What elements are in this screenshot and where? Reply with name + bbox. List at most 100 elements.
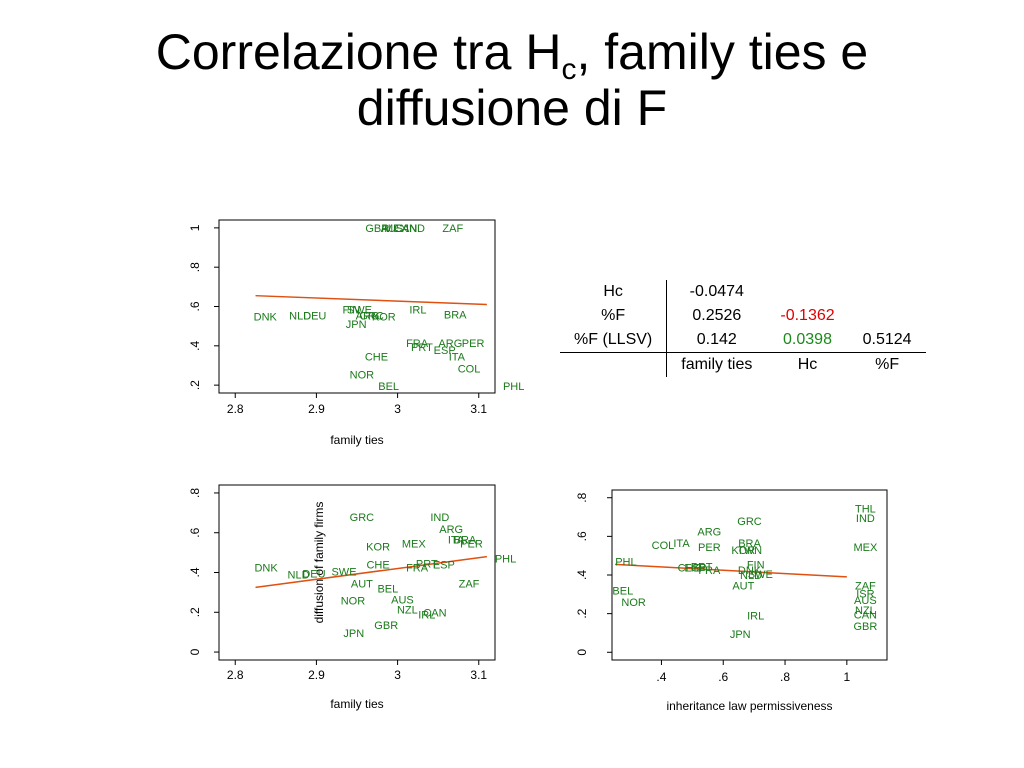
x-tick-label: 1	[843, 670, 850, 684]
data-point-label: CHE	[678, 562, 701, 574]
data-point-label: BRA	[444, 309, 467, 321]
data-point-label: DNK	[254, 311, 278, 323]
data-point-label: SWE	[748, 569, 773, 581]
data-point-label: NZL	[855, 605, 876, 617]
data-point-label: ZAF	[442, 223, 463, 235]
data-point-label: FIN	[747, 559, 765, 571]
table-cell: 0.5124	[862, 331, 912, 348]
data-point-label: KOR	[372, 312, 396, 324]
data-point-label: GBR	[374, 620, 398, 632]
data-point-label: BEL	[378, 381, 399, 393]
data-point-label: CAN	[394, 223, 417, 235]
row-label: %F (LLSV)	[560, 328, 668, 353]
y-tick-label: .4	[188, 567, 202, 577]
data-point-label: FIN	[342, 304, 360, 316]
fit-line	[615, 563, 847, 578]
y-tick-label: .8	[188, 262, 202, 272]
x-tick-label: 3	[394, 668, 401, 682]
y-tick-label: 1	[188, 224, 202, 231]
data-point-label: DNK	[738, 565, 762, 577]
fit-line	[255, 555, 487, 589]
data-point-label: AUS	[391, 594, 414, 606]
data-point-label: ISR	[856, 588, 874, 600]
data-point-label: JPN	[346, 319, 367, 331]
data-point-label: NOR	[621, 597, 646, 609]
data-point-label: BEL	[612, 585, 633, 597]
data-point-label: NZL	[397, 604, 418, 616]
data-point-label: ZAF	[855, 581, 876, 593]
x-tick-label: 2.8	[227, 668, 244, 682]
data-point-label: FRA	[698, 565, 721, 577]
data-point-label: MEX	[384, 223, 409, 235]
data-point-label: CAN	[423, 607, 446, 619]
y-tick-label: 0	[188, 648, 202, 655]
table-cell	[849, 280, 926, 304]
data-point-label: DNK	[254, 563, 278, 575]
title-subscript: c	[561, 53, 577, 86]
data-point-label: CHE	[365, 352, 388, 364]
data-point-label: PRT	[416, 559, 438, 571]
table-cell: 0.142	[696, 331, 737, 348]
y-tick-label: .6	[188, 301, 202, 311]
table-cell-negative: -0.1362	[780, 307, 835, 324]
data-point-label: IND	[406, 223, 425, 235]
slide-title: Correlazione tra Hc, family ties e diffu…	[0, 24, 1024, 136]
data-point-label: GBR	[853, 621, 877, 633]
x-tick-label: 3	[394, 402, 401, 416]
title-text-post: , family ties e	[576, 24, 869, 80]
slide-title-line-1: Correlazione tra Hc, family ties e	[0, 24, 1024, 85]
data-point-label: ESP	[434, 345, 456, 357]
column-header: Hc	[766, 352, 849, 377]
data-point-label: COL	[458, 363, 481, 375]
data-point-label: KOR	[731, 545, 755, 557]
data-point-label: BRA	[738, 538, 761, 550]
data-point-label: PRT	[691, 561, 713, 573]
data-point-label: DEU	[303, 310, 326, 322]
data-point-label: MEX	[853, 542, 878, 554]
plot-frame	[218, 484, 496, 661]
data-point-label: TWN	[737, 545, 762, 557]
correlation-table: Hc -0.0474 %F 0.2526 -0.1362 %F (LLSV) 0…	[560, 280, 926, 377]
data-point-label: AUT	[351, 578, 373, 590]
y-tick-label: .6	[188, 527, 202, 537]
table-row: %F 0.2526 -0.1362	[560, 304, 926, 328]
data-point-label: NLD	[740, 570, 762, 582]
data-point-label: ITA	[449, 352, 466, 364]
data-point-label: JPN	[730, 629, 751, 641]
table-header-row: family ties Hc %F	[560, 352, 926, 377]
y-axis-title: diffusion of family firms	[312, 502, 326, 624]
data-point-label: NLD	[289, 310, 311, 322]
data-point-label: GRC	[350, 512, 375, 524]
data-point-label: GRC	[359, 310, 384, 322]
y-tick-label: .2	[188, 380, 202, 390]
y-tick-label: .8	[188, 488, 202, 498]
column-header: family ties	[666, 352, 767, 377]
plot-frame	[611, 489, 888, 661]
data-point-label: IRL	[747, 611, 764, 623]
y-tick-label: .6	[575, 531, 589, 541]
data-point-label: NLD	[288, 569, 310, 581]
row-label	[560, 352, 668, 377]
table-cell	[766, 280, 848, 304]
x-tick-label: 2.9	[308, 402, 325, 416]
x-tick-label: 3.1	[470, 668, 487, 682]
data-point-label: ZAF	[459, 578, 480, 590]
data-point-label: FRA	[406, 338, 429, 350]
data-point-label: BEL	[377, 583, 398, 595]
data-point-label: SWE	[331, 567, 356, 579]
data-point-label: PER	[460, 539, 483, 551]
x-tick-label: 2.8	[227, 402, 244, 416]
data-point-label: BRA	[454, 535, 477, 547]
data-point-label: PRT	[411, 342, 433, 354]
table-cell: -0.0474	[689, 283, 744, 300]
table-cell	[849, 304, 926, 328]
data-point-label: GBR	[365, 223, 389, 235]
y-tick-label: .4	[188, 340, 202, 350]
data-point-label: PHL	[495, 554, 516, 566]
x-axis-title: family ties	[330, 433, 383, 447]
table-row: Hc -0.0474	[560, 280, 926, 304]
data-point-label: ARG	[697, 527, 721, 539]
data-point-label: ITA	[673, 538, 690, 550]
fit-line	[255, 294, 487, 306]
